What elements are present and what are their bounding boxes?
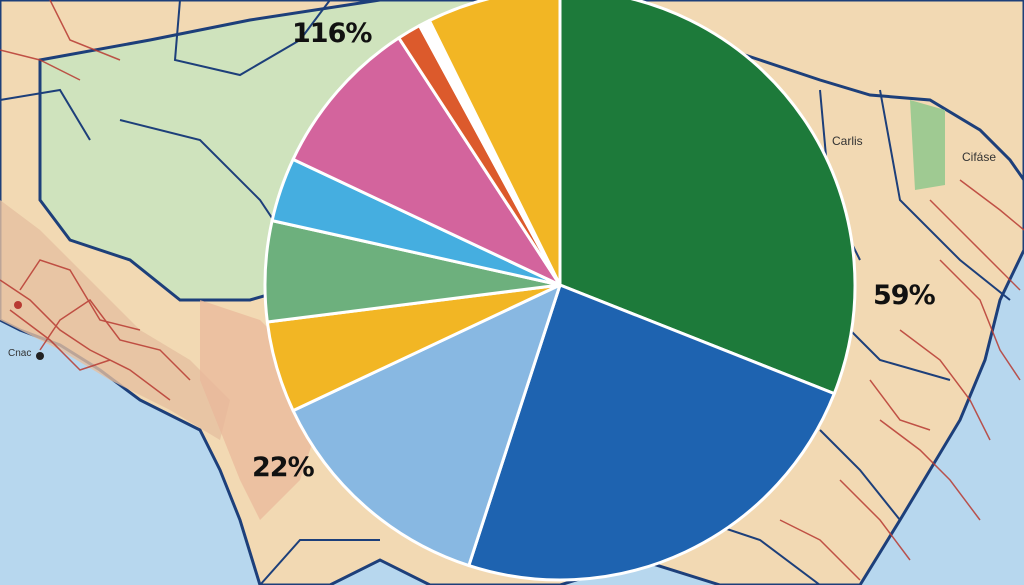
pie-label-116: 116% — [292, 18, 372, 49]
pie-slice-0 — [558, 0, 857, 396]
city-dot — [14, 301, 22, 309]
city-label-carlis: Carlis — [832, 134, 863, 148]
east-strip — [910, 100, 945, 190]
pie-slice-1 — [467, 283, 836, 582]
pie-slice-2 — [291, 283, 562, 568]
mountain-strip — [0, 200, 230, 440]
pie-slice-6 — [291, 36, 562, 287]
pie-label-59: 59% — [873, 280, 936, 311]
city-dot — [36, 352, 44, 360]
city-label-cifase: Cifáse — [962, 150, 997, 164]
pie-label-22: 22% — [252, 452, 315, 483]
city-label-cnac: Cnac — [8, 348, 32, 359]
pie-slices — [263, 0, 857, 582]
pie-slice-9 — [427, 0, 562, 287]
